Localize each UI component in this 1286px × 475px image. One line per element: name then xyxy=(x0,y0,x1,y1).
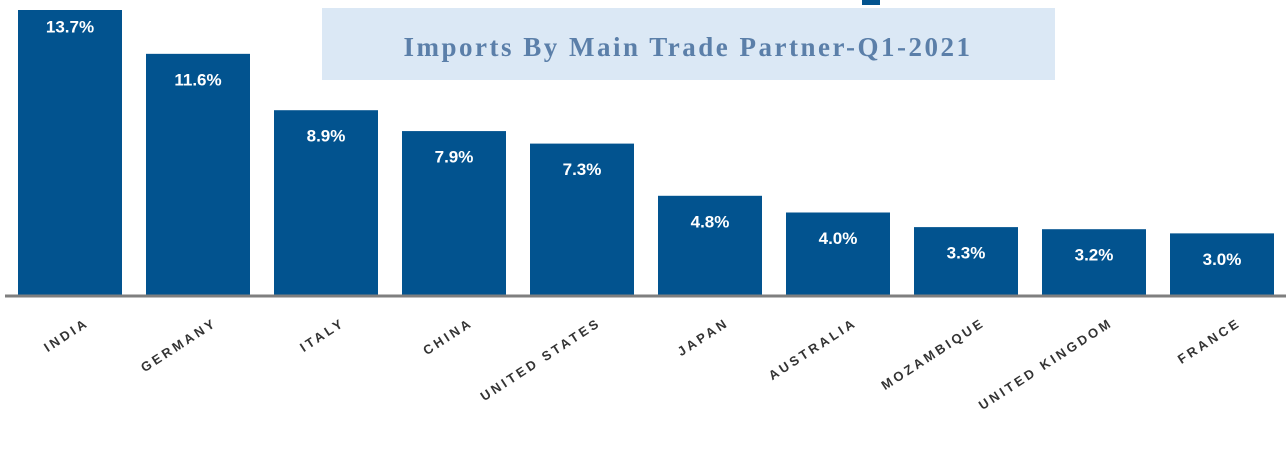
x-tick-label: INDIA xyxy=(41,315,91,355)
x-tick-label: UNITED KINGDOM xyxy=(976,315,1116,413)
bar xyxy=(658,195,762,296)
value-label: 3.0% xyxy=(1203,250,1242,269)
bar xyxy=(1170,233,1274,296)
value-label: 8.9% xyxy=(307,127,346,146)
bar xyxy=(146,53,250,296)
value-label: 7.9% xyxy=(435,148,474,167)
value-label: 4.8% xyxy=(691,212,730,231)
x-tick-label: UNITED STATES xyxy=(478,315,604,404)
x-tick-label: MOZAMBIQUE xyxy=(878,315,987,393)
value-label: 4.0% xyxy=(819,229,858,248)
bar xyxy=(402,131,506,296)
value-label: 13.7% xyxy=(46,17,94,36)
chart-title: Imports By Main Trade Partner-Q1-2021 xyxy=(404,32,973,62)
bar xyxy=(914,227,1018,296)
x-tick-label: CHINA xyxy=(420,315,475,358)
bar xyxy=(786,212,890,296)
value-label: 11.6% xyxy=(174,70,221,89)
bar xyxy=(18,10,122,296)
x-tick-label: AUSTRALIA xyxy=(766,315,860,383)
value-label: 3.3% xyxy=(947,244,986,263)
bar xyxy=(530,143,634,296)
value-label: 3.2% xyxy=(1075,246,1114,265)
x-tick-label: GERMANY xyxy=(138,315,220,375)
decoration xyxy=(862,0,880,5)
title-box xyxy=(322,8,1055,80)
bar xyxy=(1042,229,1146,296)
x-tick-label: FRANCE xyxy=(1175,315,1244,367)
value-label: 7.3% xyxy=(563,160,602,179)
bar xyxy=(274,110,378,296)
x-tick-label: ITALY xyxy=(297,315,347,355)
x-tick-label: JAPAN xyxy=(675,315,732,359)
